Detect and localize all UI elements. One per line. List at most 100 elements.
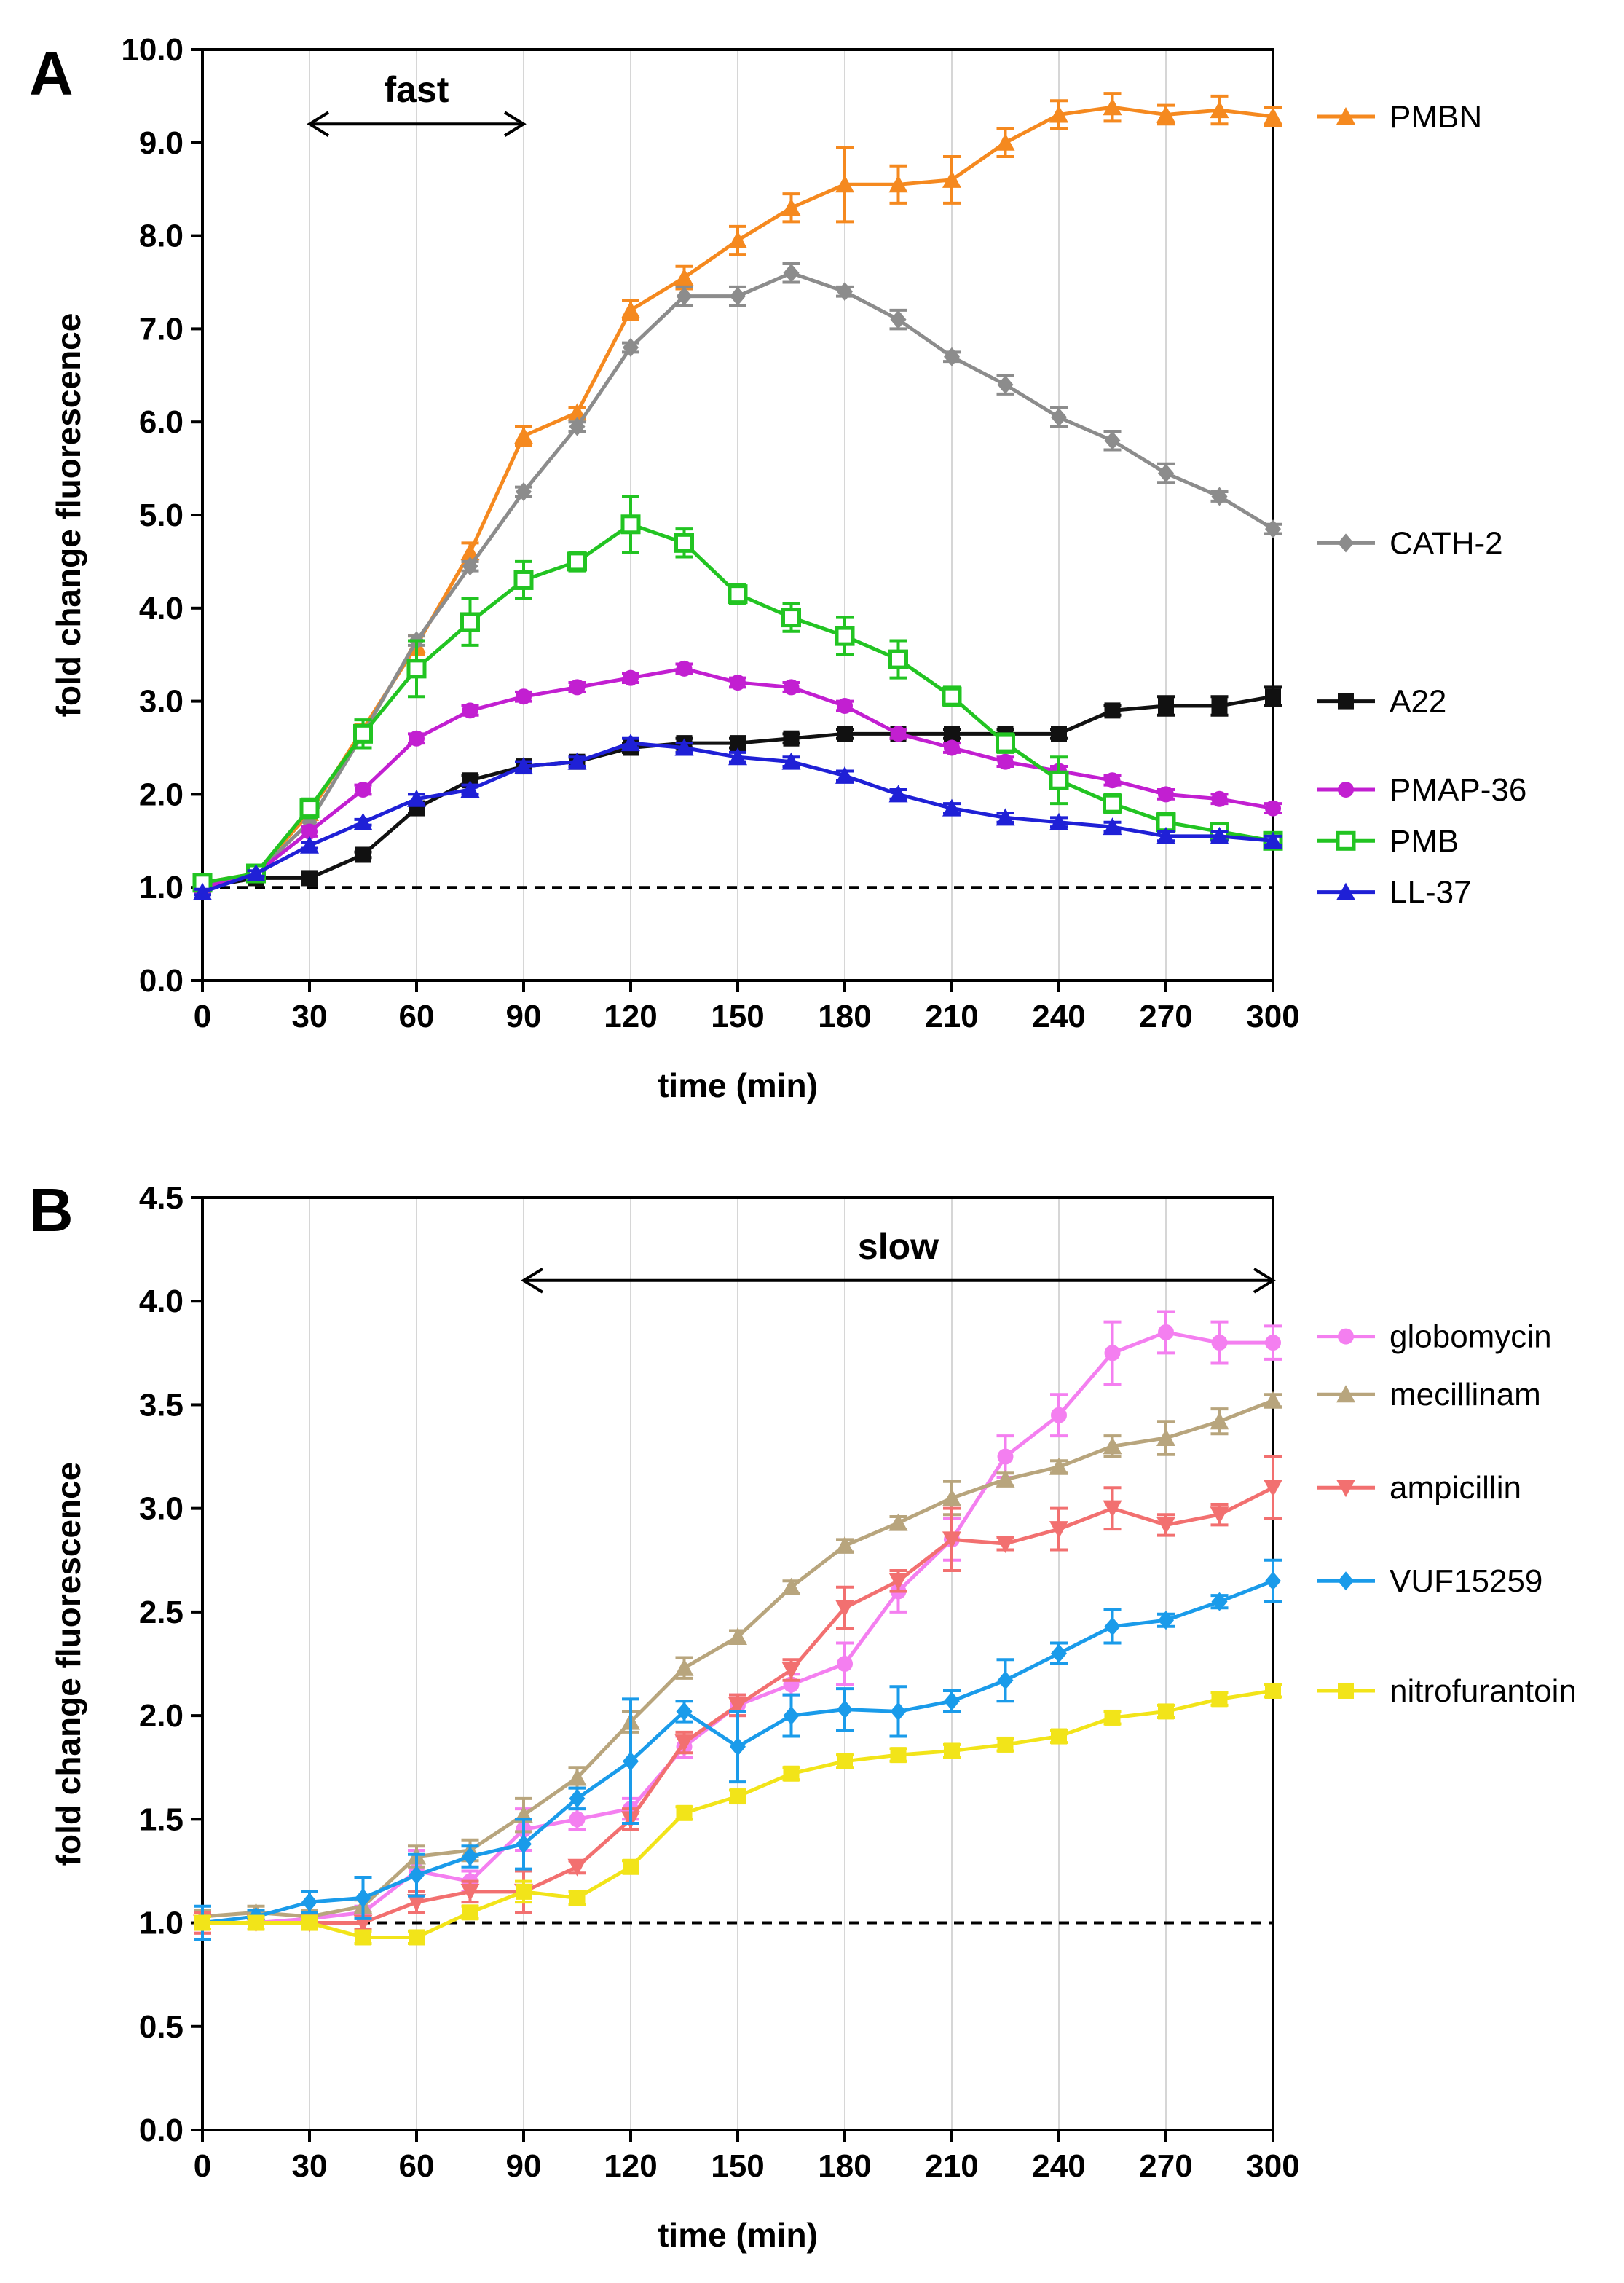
data-point bbox=[567, 403, 587, 421]
data-point bbox=[1049, 812, 1068, 830]
y-tick-label: 4.0 bbox=[139, 591, 184, 626]
data-point bbox=[569, 679, 586, 696]
data-point bbox=[516, 688, 532, 705]
data-point bbox=[942, 1531, 961, 1549]
data-point bbox=[674, 268, 694, 286]
legend-label: mecillinam bbox=[1390, 1377, 1541, 1412]
annotation-label: slow bbox=[858, 1226, 939, 1267]
data-point bbox=[996, 133, 1015, 151]
data-point bbox=[623, 337, 639, 357]
data-point bbox=[460, 612, 480, 632]
data-point bbox=[837, 282, 853, 302]
data-point bbox=[460, 780, 480, 798]
data-point bbox=[783, 730, 800, 747]
data-point bbox=[890, 1747, 907, 1764]
data-point bbox=[730, 1788, 746, 1805]
data-point bbox=[674, 1734, 694, 1753]
data-point bbox=[1265, 1335, 1281, 1351]
data-point bbox=[997, 1736, 1014, 1753]
legend-marker bbox=[1336, 1480, 1355, 1498]
data-point bbox=[300, 836, 319, 854]
data-point bbox=[623, 669, 639, 686]
data-point bbox=[1158, 786, 1174, 803]
data-point bbox=[837, 1753, 853, 1769]
data-point bbox=[676, 286, 693, 306]
data-point bbox=[1158, 697, 1174, 714]
data-point bbox=[569, 417, 586, 436]
y-tick-label: 10.0 bbox=[121, 32, 184, 68]
data-point bbox=[944, 1691, 960, 1711]
data-point bbox=[730, 675, 746, 691]
annotation-arrow-head-right bbox=[503, 111, 527, 137]
data-point bbox=[621, 300, 640, 318]
data-point bbox=[301, 870, 318, 887]
data-point bbox=[1156, 1517, 1175, 1535]
data-point bbox=[1104, 1616, 1121, 1636]
data-point bbox=[1156, 1428, 1175, 1446]
y-tick-label: 2.0 bbox=[139, 1698, 184, 1734]
data-point bbox=[516, 482, 532, 502]
data-point bbox=[514, 757, 533, 775]
y-tick-label: 0.0 bbox=[139, 963, 184, 999]
data-point bbox=[301, 1914, 318, 1931]
data-point bbox=[462, 1847, 478, 1866]
data-point bbox=[837, 1700, 853, 1719]
data-point bbox=[1104, 1345, 1121, 1361]
data-point bbox=[837, 1656, 853, 1672]
data-point bbox=[246, 864, 266, 882]
legend-marker bbox=[1338, 782, 1354, 798]
data-point bbox=[1264, 1480, 1282, 1498]
data-point bbox=[1049, 105, 1068, 123]
legend-entry-cath-2: CATH-2 bbox=[1317, 525, 1503, 561]
data-point bbox=[944, 739, 960, 756]
x-tick-label: 180 bbox=[818, 999, 871, 1034]
data-point bbox=[1051, 1407, 1067, 1423]
x-tick-label: 120 bbox=[604, 999, 657, 1034]
data-point bbox=[567, 1768, 587, 1786]
data-point bbox=[1051, 407, 1067, 427]
data-point bbox=[890, 1702, 907, 1721]
data-point bbox=[301, 1893, 318, 1912]
data-point bbox=[406, 659, 427, 679]
data-point bbox=[193, 882, 212, 900]
data-point bbox=[623, 1858, 639, 1875]
data-point bbox=[462, 557, 478, 576]
annotation-arrow-head-left bbox=[307, 111, 330, 137]
data-point bbox=[837, 726, 853, 742]
data-point bbox=[569, 1890, 586, 1906]
data-point bbox=[1104, 772, 1121, 789]
data-point bbox=[1265, 519, 1281, 539]
data-point bbox=[1158, 1703, 1174, 1720]
legend-entry-a22: A22 bbox=[1317, 684, 1446, 720]
data-point bbox=[996, 808, 1015, 826]
legend-entry-ll-37: LL-37 bbox=[1317, 875, 1472, 911]
legend-entry-pmap-36: PMAP-36 bbox=[1317, 772, 1526, 808]
data-point bbox=[1156, 826, 1175, 844]
data-point bbox=[623, 1751, 639, 1771]
y-tick-label: 1.5 bbox=[139, 1801, 184, 1837]
data-point bbox=[1158, 1611, 1174, 1630]
y-tick-label: 0.0 bbox=[139, 2113, 184, 2148]
panel-letter: B bbox=[29, 1176, 74, 1244]
legend-label: nitrofurantoin bbox=[1390, 1673, 1577, 1709]
data-point bbox=[890, 310, 907, 329]
data-point bbox=[676, 1804, 693, 1821]
data-point bbox=[1211, 1691, 1228, 1708]
annotation-label: fast bbox=[385, 69, 449, 110]
data-point bbox=[888, 1573, 908, 1591]
series-ampicillin bbox=[193, 1455, 1282, 1935]
x-tick-label: 30 bbox=[292, 999, 328, 1034]
data-point bbox=[1156, 105, 1175, 123]
data-point bbox=[620, 514, 641, 535]
data-point bbox=[730, 286, 746, 306]
y-tick-label: 2.5 bbox=[139, 1595, 184, 1630]
data-point bbox=[781, 608, 801, 628]
data-point bbox=[674, 1658, 694, 1676]
legend-marker bbox=[1336, 830, 1356, 851]
data-point bbox=[888, 175, 908, 193]
data-point bbox=[942, 170, 961, 188]
data-point bbox=[514, 426, 533, 444]
data-point bbox=[942, 798, 961, 817]
data-point bbox=[353, 723, 373, 744]
x-axis-title: time (min) bbox=[658, 1066, 818, 1104]
